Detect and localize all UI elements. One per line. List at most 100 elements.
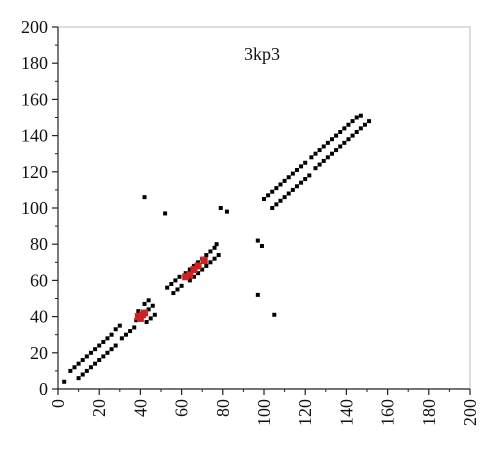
contact-point [204,253,209,258]
contact-point [274,186,279,191]
contact-point [321,144,326,149]
contact-point [338,129,343,134]
contact-point [76,376,81,381]
contact-point [350,133,355,138]
contact-point [117,323,122,328]
contact-point [142,301,147,306]
y-tick-label: 0 [39,379,48,399]
contact-point [123,332,128,337]
contact-point [177,274,182,279]
contact-point [329,151,334,156]
contact-point [224,209,229,214]
contact-point [325,140,330,145]
contact-point [334,133,339,138]
contact-point [142,195,147,200]
contact-point [214,242,219,247]
contact-point [290,187,295,192]
contact-point [266,193,271,198]
contact-point [346,137,351,142]
contact-point [362,122,367,127]
contact-point [173,278,178,283]
contact-point [367,119,372,124]
contact-point [278,182,283,187]
contact-point [317,162,322,167]
contact-point [175,287,180,292]
contact-point [358,126,363,131]
contact-point [148,316,153,321]
contact-point [88,350,93,355]
y-tick-label: 140 [21,126,48,146]
contact-point [272,312,277,317]
contact-point [179,283,184,288]
y-tick-label: 120 [21,162,48,182]
contact-point [303,177,308,182]
contact-point [212,256,217,261]
contact-point [187,278,192,283]
axes: 0 20 40 60 80 100 120 140 160 180 200 0 20 40 60 80 100 1… [21,17,480,426]
contact-point [109,347,114,352]
contact-point [150,303,155,308]
contact-point [317,148,322,153]
x-tick-label: 200 [460,399,480,426]
contact-point [259,244,264,249]
contact-point [216,253,221,258]
highlighted-contact-point [190,266,198,274]
contact-point [136,309,141,314]
data-points [62,113,372,384]
contact-point [204,263,209,268]
contact-point [354,129,359,134]
contact-point [313,151,318,156]
contact-point [212,245,217,250]
contact-point [113,343,118,348]
contact-point [303,160,308,165]
contact-point [342,140,347,145]
y-tick-label: 20 [30,343,48,363]
contact-point [321,158,326,163]
highlighted-contact-point [136,314,144,322]
contact-point [171,291,176,296]
contact-point [109,332,114,337]
contact-point [80,372,85,377]
contact-point [191,274,196,279]
contact-point [105,350,110,355]
x-tick-label: 120 [295,399,315,426]
contact-point [282,178,287,183]
contact-point [270,206,275,210]
highlighted-contact-point [141,309,149,317]
contact-point [169,282,174,287]
y-tick-label: 40 [30,307,48,327]
contact-point [68,368,73,373]
contact-point [113,327,118,332]
contact-point [329,137,334,142]
contact-point [255,238,260,243]
x-tick-label: 80 [213,399,233,417]
contact-point [105,336,110,341]
contact-point [101,339,106,344]
contact-point [183,271,188,276]
contact-point [350,119,355,124]
contact-point [294,184,299,189]
contact-point [286,175,291,180]
contact-point [187,267,192,272]
x-tick-label: 40 [130,399,150,417]
y-tick-label: 180 [21,53,48,73]
highlighted-contact-point [194,262,202,270]
contact-point [196,260,201,265]
contact-point [132,325,137,330]
contact-point [342,126,347,131]
contact-point [76,361,81,366]
contact-point [200,267,205,272]
x-tick-label: 180 [419,399,439,426]
x-tick-label: 160 [378,399,398,426]
contact-point [299,164,304,169]
highlighted-contact-point [182,273,190,281]
highlighted-contact-point [200,256,208,264]
contact-point [84,368,89,373]
contact-point [325,155,330,160]
contact-point [338,144,343,149]
x-tick-label: 100 [254,399,274,426]
contact-point [309,155,314,160]
contact-point [101,354,106,359]
contact-point [278,198,283,203]
y-tick-label: 200 [21,17,48,37]
